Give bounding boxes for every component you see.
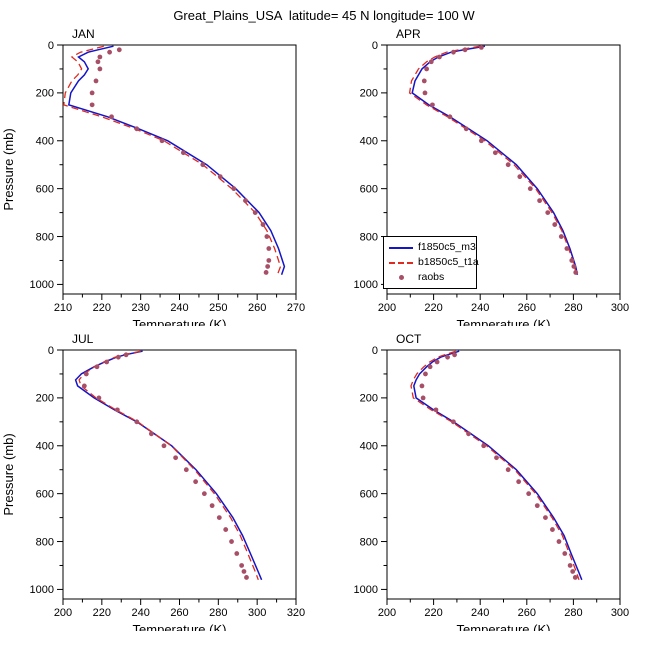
x-axis-label: Temperature (K) [457,622,551,631]
axis-APR [381,44,621,300]
svg-text:320: 320 [287,607,305,619]
legend-dashed-line-sample [389,261,413,264]
svg-text:1000: 1000 [30,584,54,596]
svg-text:240: 240 [170,302,188,314]
y-axis-label: Pressure (mb) [1,433,16,515]
series-b1850c5_t1a [410,350,580,581]
svg-text:600: 600 [36,488,54,500]
svg-text:280: 280 [209,607,227,619]
svg-text:200: 200 [378,607,396,619]
svg-text:220: 220 [424,607,442,619]
svg-text:240: 240 [131,607,149,619]
svg-text:0: 0 [372,345,378,357]
panel-top-left: 210 220 230 240 250 260 270 0 200 400 600 800 1000 JA… [0,26,324,332]
series-f1850c5_m3 [411,45,579,275]
svg-text:400: 400 [360,136,378,148]
series-raobs [421,45,579,275]
panel-bottom-right: 200 220 240 260 280 300 0 200 400 600 800 1000 OCT Te… [324,331,648,637]
legend-dot-marker-sample [389,270,413,285]
svg-text:600: 600 [360,183,378,195]
axis-OCT [381,349,621,605]
svg-text:800: 800 [360,536,378,548]
svg-text:300: 300 [611,607,629,619]
x-axis-label: Temperature (K) [133,317,227,326]
series-b1850c5_t1a [63,45,282,276]
panel-bottom-right-chart: 200 220 240 260 280 300 0 200 400 600 800 1000 OCT Te… [354,332,630,637]
y-axis-label: Pressure (mb) [1,128,16,210]
legend-label: b1850c5_t1a [418,256,479,268]
svg-text:400: 400 [36,136,54,148]
series-b1850c5_t1a [408,45,577,275]
svg-text:230: 230 [131,302,149,314]
svg-text:400: 400 [36,441,54,453]
panel-top-right-chart: 200 220 240 260 280 300 0 200 400 600 800 1000 APR Te… [354,27,630,332]
svg-text:260: 260 [518,607,536,619]
svg-text:600: 600 [36,183,54,195]
panel-bottom-left-chart: 200 220 240 260 280 300 320 0 200 400 600 800 1000 JU… [1,332,305,637]
panel-title: OCT [396,332,422,346]
svg-text:200: 200 [360,393,378,405]
svg-text:0: 0 [48,40,54,52]
svg-text:300: 300 [611,302,629,314]
legend-label: f1850c5_m3 [418,241,476,253]
svg-text:200: 200 [36,88,54,100]
svg-text:800: 800 [36,536,54,548]
x-axis-label: Temperature (K) [457,317,551,326]
svg-text:240: 240 [471,302,489,314]
series-raobs [81,352,249,580]
legend-label: raobs [418,271,445,283]
svg-text:240: 240 [471,607,489,619]
svg-text:260: 260 [248,302,266,314]
svg-text:800: 800 [36,231,54,243]
series-b1850c5_t1a [78,350,259,581]
legend: f1850c5_m3 b1850c5_t1a raobs [383,236,479,289]
svg-text:1000: 1000 [354,584,378,596]
svg-text:300: 300 [248,607,266,619]
panel-top-left-chart: 210 220 230 240 250 260 270 0 200 400 600 800 1000 JA… [1,27,305,332]
series-f1850c5_m3 [67,45,286,276]
series-f1850c5_m3 [413,350,583,581]
svg-text:0: 0 [48,345,54,357]
series-f1850c5_m3 [74,350,263,581]
svg-text:600: 600 [360,488,378,500]
svg-text:220: 220 [93,302,111,314]
svg-text:200: 200 [360,88,378,100]
x-axis-label: Temperature (K) [133,622,227,631]
figure-title: Great_Plains_USA latitude= 45 N longitud… [173,8,475,23]
legend-dot [398,275,404,280]
svg-text:270: 270 [287,302,305,314]
panel-title: JAN [72,27,95,41]
svg-text:260: 260 [518,302,536,314]
svg-text:200: 200 [378,302,396,314]
axis-JUL [57,349,297,605]
series-raobs [89,47,272,275]
svg-text:280: 280 [564,302,582,314]
svg-text:200: 200 [36,393,54,405]
panel-title: APR [396,27,421,41]
svg-text:1000: 1000 [354,279,378,291]
svg-text:220: 220 [424,302,442,314]
svg-text:250: 250 [209,302,227,314]
panel-bottom-left: 200 220 240 260 280 300 320 0 200 400 600 800 1000 JU… [0,331,324,637]
svg-text:260: 260 [170,607,188,619]
series-raobs [419,352,578,580]
legend-item: raobs [389,270,472,285]
svg-text:200: 200 [54,607,72,619]
legend-solid-line-sample [389,246,413,249]
legend-item: f1850c5_m3 [389,240,476,255]
svg-text:800: 800 [360,231,378,243]
svg-text:220: 220 [93,607,111,619]
svg-text:400: 400 [360,441,378,453]
svg-text:0: 0 [372,40,378,52]
svg-text:280: 280 [564,607,582,619]
panel-title: JUL [72,332,94,346]
panel-top-right: 200 220 240 260 280 300 0 200 400 600 800 1000 APR Te… [324,26,648,332]
svg-text:1000: 1000 [30,279,54,291]
axis-JAN [57,44,297,300]
svg-text:210: 210 [54,302,72,314]
legend-item: b1850c5_t1a [389,255,479,270]
